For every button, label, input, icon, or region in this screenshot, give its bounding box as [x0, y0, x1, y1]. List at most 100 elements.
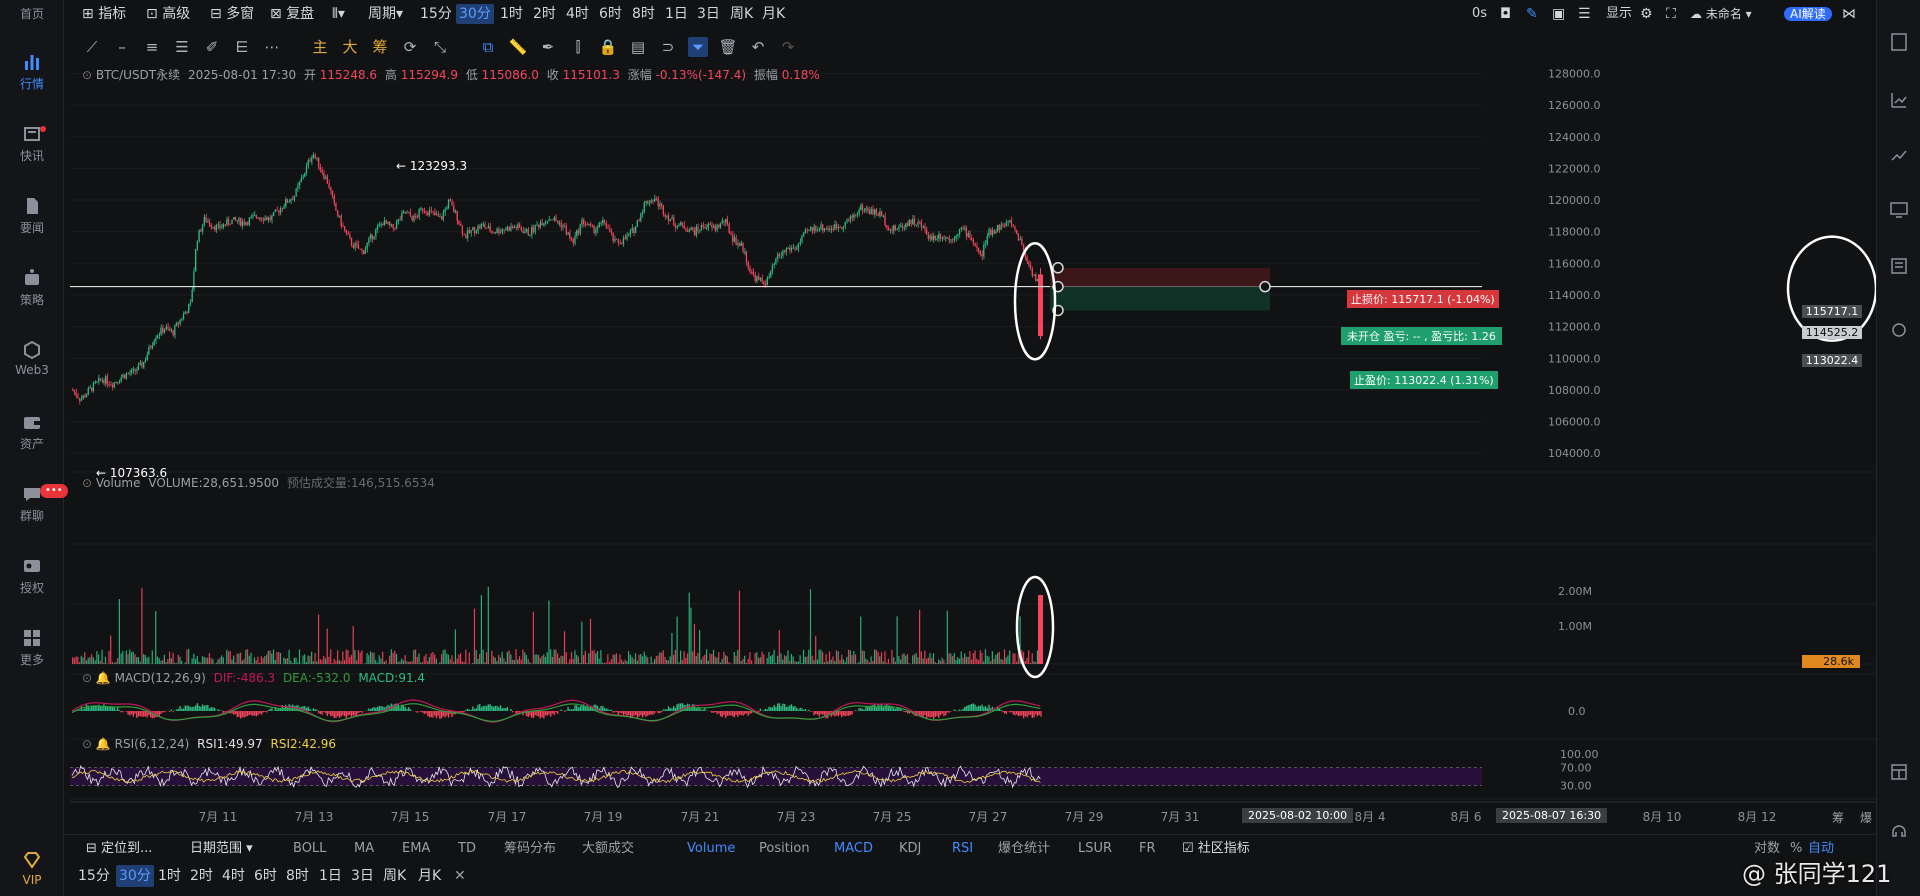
bottom-period-1h[interactable]: 1时 [158, 868, 181, 884]
nav-vip[interactable]: VIP [0, 850, 64, 896]
bell-icon[interactable]: 🔔 [95, 671, 111, 685]
subindicator-volume[interactable]: Volume [687, 841, 736, 856]
percent-scale-toggle[interactable]: % [1790, 841, 1803, 856]
period-8h[interactable]: 8时 [632, 6, 655, 22]
indicator-button[interactable]: ⊞ 指标 [82, 4, 126, 24]
liquidation-corner-label[interactable]: 爆 [1860, 811, 1873, 825]
horizontal-line-icon[interactable]: – [118, 38, 126, 56]
window-icon[interactable]: ▣ [1552, 6, 1566, 22]
headset-icon[interactable] [1889, 820, 1909, 840]
collapse-icon[interactable]: ⊙ [82, 671, 96, 685]
bottom-period-6h[interactable]: 6时 [254, 868, 277, 884]
gear-icon[interactable]: ⚙ [1640, 6, 1653, 22]
brush-icon[interactable]: ✐ [205, 38, 219, 56]
period-30m[interactable]: 30分 [456, 4, 494, 24]
period-month[interactable]: 月K [762, 6, 786, 22]
community-indicator-button[interactable]: ☑ 社区指标 [1182, 839, 1250, 859]
collapse-icon[interactable]: ⊙ [82, 476, 96, 490]
large-trade-toggle[interactable]: 大 [342, 38, 358, 56]
advanced-button[interactable]: ⊡ 高级 [146, 4, 190, 24]
bell-icon[interactable]: 🔔 [95, 737, 111, 751]
subindicator-liquidation[interactable]: 爆仓统计 [998, 841, 1051, 856]
indicator-ma[interactable]: MA [354, 841, 375, 856]
nav-home[interactable]: 首页 [0, 0, 64, 60]
template-icon[interactable]: ▤ [630, 38, 646, 56]
period-1h[interactable]: 1时 [500, 6, 523, 22]
nav-flash[interactable]: 快讯 [0, 124, 64, 184]
nav-market[interactable]: 行情 [0, 52, 64, 112]
subindicator-kdj[interactable]: KDJ [899, 841, 922, 856]
locate-button[interactable]: ⊟ 定位到... [86, 839, 152, 859]
copy-icon[interactable]: ⧉ [482, 38, 494, 56]
position-status-label[interactable]: 未开仓 盈亏: -- , 盈亏比: 1.26 [1341, 327, 1502, 345]
pattern-icon[interactable]: ⟳ [403, 38, 417, 56]
fibonacci-icon[interactable]: ☰ [175, 38, 189, 56]
nav-strategy[interactable]: 策略 [0, 268, 64, 328]
indicator-chip[interactable]: 筹码分布 [504, 841, 557, 856]
log-scale-toggle[interactable]: 对数 [1754, 841, 1781, 856]
trash-icon[interactable]: 🗑 [718, 38, 738, 56]
chart-icon[interactable] [1889, 90, 1909, 110]
collapse-icon[interactable]: ⊙ [82, 737, 96, 751]
bottom-period-week[interactable]: 周K [383, 868, 407, 884]
chart-area[interactable]: 128000.0 126000.0 124000.0 122000.0 120000.0… [70, 64, 1910, 834]
redo-icon[interactable]: ↷ [781, 38, 795, 56]
calculator-icon[interactable] [1889, 256, 1909, 276]
bottom-period-2h[interactable]: 2时 [190, 868, 213, 884]
replay-button[interactable]: ⊠ 复盘 [270, 4, 314, 24]
layout-icon[interactable] [1889, 762, 1909, 782]
close-icon[interactable]: ✕ [454, 868, 466, 884]
multiwindow-button[interactable]: ⊟ 多窗 [210, 4, 254, 24]
subindicator-fr[interactable]: FR [1139, 841, 1156, 856]
subindicator-position[interactable]: Position [759, 841, 810, 856]
stop-loss-label[interactable]: 止损价: 115717.1 (-1.04%) [1347, 290, 1499, 308]
bottom-period-8h[interactable]: 8时 [286, 868, 309, 884]
chip-toggle[interactable]: 筹 [372, 38, 388, 56]
ruler-icon[interactable]: 📏 [508, 38, 528, 56]
measure-icon[interactable]: ⤡ [433, 38, 446, 56]
subindicator-rsi[interactable]: RSI [952, 841, 974, 856]
monitor-icon[interactable] [1889, 200, 1909, 220]
fullscreen-icon[interactable]: ⛶ [1666, 6, 1676, 22]
undo-icon[interactable]: ↶ [751, 38, 765, 56]
nav-news[interactable]: 要闻 [0, 196, 64, 256]
magnet-icon[interactable]: ⊃ [661, 38, 675, 56]
trend-line-icon[interactable]: ⟋ [86, 38, 98, 56]
auto-scale-toggle[interactable]: 自动 [1808, 841, 1835, 856]
list-settings-icon[interactable]: ☰ [1578, 6, 1591, 22]
period-3d[interactable]: 3日 [697, 6, 720, 22]
chart-type-button[interactable]: ⫴▾ [332, 4, 345, 24]
layout-name-dropdown[interactable]: ☁ 未命名 ▾ [1690, 4, 1752, 24]
indicator-ema[interactable]: EMA [402, 841, 431, 856]
chart-canvas[interactable]: 128000.0126000.0124000.0122000.0120000.0… [70, 64, 1876, 834]
period-1d[interactable]: 1日 [665, 6, 688, 22]
indicator-td[interactable]: TD [458, 841, 476, 856]
period-week[interactable]: 周K [730, 6, 754, 22]
subindicator-macd[interactable]: MACD [834, 841, 873, 856]
trend-icon[interactable] [1889, 144, 1909, 164]
panel-icon[interactable] [1889, 32, 1909, 52]
chip-corner-label[interactable]: 筹 [1832, 811, 1845, 825]
period-15m[interactable]: 15分 [420, 6, 452, 22]
nav-assets[interactable]: 资产 [0, 412, 64, 472]
bottom-period-month[interactable]: 月K [418, 868, 442, 884]
daterange-button[interactable]: 日期范围 ▾ [190, 839, 253, 859]
share-icon[interactable]: ⋈ [1842, 6, 1856, 22]
display-button[interactable]: 显示 [1606, 6, 1633, 21]
subindicator-lsur[interactable]: LSUR [1078, 841, 1113, 856]
nav-authorize[interactable]: 授权 [0, 556, 64, 616]
candle-tool-icon[interactable]: ⫿ [575, 38, 581, 56]
main-chart-toggle[interactable]: 主 [312, 38, 328, 56]
indicator-boll[interactable]: BOLL [293, 841, 327, 856]
period-4h[interactable]: 4时 [566, 6, 589, 22]
pitchfork-icon[interactable]: ⋿ [235, 38, 249, 56]
nav-chat[interactable]: ••• 群聊 [0, 484, 68, 544]
bottom-period-30m[interactable]: 30分 [116, 865, 154, 887]
bottom-period-3d[interactable]: 3日 [351, 868, 374, 884]
more-tools-icon[interactable]: ⋯ [264, 38, 280, 56]
bottom-period-1d[interactable]: 1日 [319, 868, 342, 884]
indicator-large-trade[interactable]: 大额成交 [582, 841, 635, 856]
parallel-channel-icon[interactable]: ≡ [145, 38, 159, 56]
nav-web3[interactable]: Web3 [0, 340, 64, 400]
draw-pen-icon[interactable]: ✒ [541, 38, 555, 56]
